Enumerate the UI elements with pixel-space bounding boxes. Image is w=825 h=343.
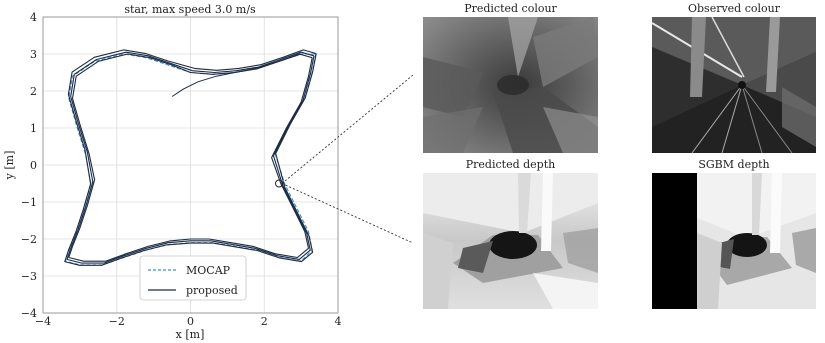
x-tick-label: 0	[187, 315, 194, 328]
sgbm-depth-render	[652, 173, 816, 309]
y-tick-label: 2	[30, 85, 37, 98]
observed-colour-image	[652, 17, 816, 153]
y-axis-label: y [m]	[3, 151, 16, 181]
x-axis-label: x [m]	[176, 328, 205, 341]
legend: MOCAP proposed	[140, 256, 246, 300]
x-tick-label: 4	[335, 315, 342, 328]
x-tick-label: −2	[109, 315, 125, 328]
observed-colour-title: Observed colour	[652, 2, 816, 15]
legend-proposed-label: proposed	[186, 284, 238, 297]
sgbm-depth-image	[652, 173, 816, 309]
y-tick-label: 4	[30, 11, 37, 24]
y-tick-label: 1	[30, 122, 37, 135]
legend-mocap-label: MOCAP	[186, 264, 231, 277]
predicted-colour-render	[423, 17, 598, 153]
predicted-colour-title: Predicted colour	[423, 2, 598, 15]
y-tick-label: 0	[30, 159, 37, 172]
y-tick-label: −4	[21, 307, 37, 320]
chart-title: star, max speed 3.0 m/s	[124, 3, 256, 16]
y-tick-label: −1	[21, 196, 37, 209]
y-tick-label: −2	[21, 233, 37, 246]
observed-colour-render	[652, 17, 816, 153]
y-tick-label: 3	[30, 48, 37, 61]
x-tick-label: −4	[35, 315, 51, 328]
predicted-colour-image	[423, 17, 598, 153]
predicted-depth-title: Predicted depth	[423, 158, 598, 171]
sgbm-depth-title: SGBM depth	[652, 158, 816, 171]
y-tick-label: −3	[21, 270, 37, 283]
predicted-depth-render	[423, 173, 598, 309]
predicted-depth-image	[423, 173, 598, 309]
x-tick-label: 2	[261, 315, 268, 328]
